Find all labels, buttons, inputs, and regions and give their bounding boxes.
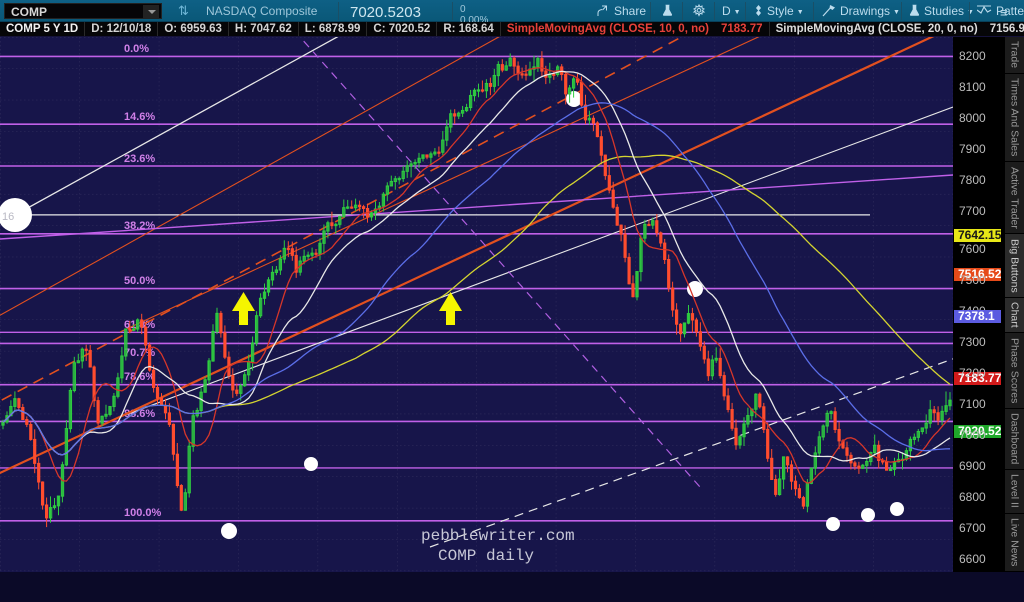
svg-text:COMP daily: COMP daily — [438, 547, 534, 565]
svg-text:7200: 7200 — [959, 366, 986, 380]
svg-text:50.0%: 50.0% — [124, 275, 155, 287]
svg-text:0.0%: 0.0% — [124, 43, 149, 55]
svg-text:8000: 8000 — [959, 111, 986, 125]
svg-text:7300: 7300 — [959, 335, 986, 349]
svg-text:8100: 8100 — [959, 80, 986, 94]
svg-text:6700: 6700 — [959, 521, 986, 535]
svg-text:7642.15: 7642.15 — [958, 228, 1002, 242]
svg-text:6900: 6900 — [959, 459, 986, 473]
svg-text:7100: 7100 — [959, 397, 986, 411]
svg-text:7600: 7600 — [959, 242, 986, 256]
svg-text:7378.1: 7378.1 — [958, 309, 995, 323]
svg-text:6600: 6600 — [959, 552, 986, 566]
svg-text:7500: 7500 — [959, 273, 986, 287]
svg-text:16: 16 — [2, 211, 14, 223]
svg-text:100.0%: 100.0% — [124, 507, 162, 519]
svg-text:78.6%: 78.6% — [124, 371, 155, 383]
svg-text:7000: 7000 — [959, 428, 986, 442]
svg-text:7700: 7700 — [959, 204, 986, 218]
svg-text:23.6%: 23.6% — [124, 153, 155, 165]
svg-text:6800: 6800 — [959, 490, 986, 504]
svg-text:8200: 8200 — [959, 49, 986, 63]
svg-text:7800: 7800 — [959, 173, 986, 187]
svg-text:14.6%: 14.6% — [124, 111, 155, 123]
svg-text:7900: 7900 — [959, 142, 986, 156]
svg-text:pebblewriter.com: pebblewriter.com — [421, 527, 575, 545]
